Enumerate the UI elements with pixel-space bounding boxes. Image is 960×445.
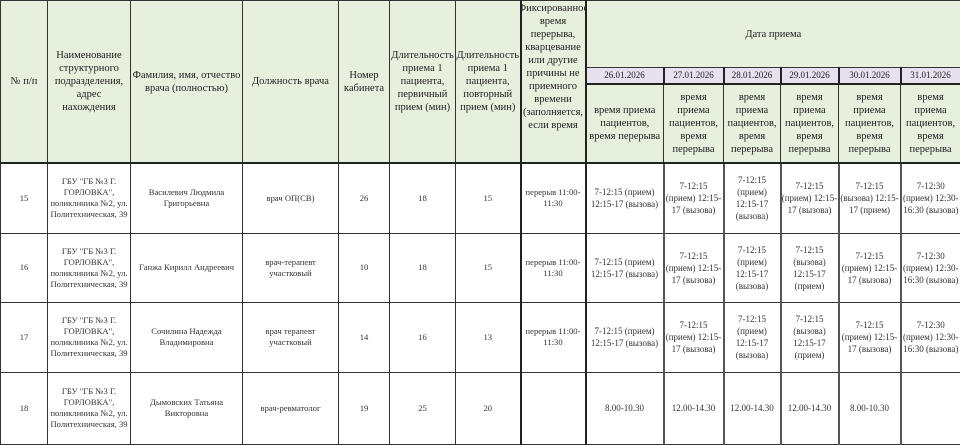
sub-header: время приема пациентов, время перерыва — [839, 84, 901, 163]
department-cell: ГБУ "ГБ №3 Г. ГОРЛОВКА", поликлиника №2,… — [48, 233, 131, 302]
schedule-cell — [901, 372, 960, 444]
doctor-name-cell: Сочилина Надежда Владимировна — [131, 302, 243, 372]
repeat-duration-cell: 15 — [456, 163, 521, 233]
position-cell: врач терапевт участковый — [243, 302, 339, 372]
sub-header: время приема пациентов, время перерыва — [586, 84, 664, 163]
header-duration-primary: Длительность приема 1 пациента, первичны… — [390, 1, 456, 164]
repeat-duration-cell: 20 — [456, 372, 521, 444]
schedule-cell: 7-12:15 (вызова) 12:15-17 (прием) — [781, 233, 839, 302]
primary-duration-cell: 18 — [390, 233, 456, 302]
date-header: 28.01.2026 — [724, 68, 781, 85]
row-num: 15 — [1, 163, 48, 233]
doctor-name-cell: Василевич Людмила Григорьевна — [131, 163, 243, 233]
header-doctor-name: Фамилия, имя, отчество врача (полностью) — [131, 1, 243, 164]
schedule-cell: 7-12:15 (прием) 12:15-17 (вызова) — [664, 163, 724, 233]
primary-duration-cell: 18 — [390, 163, 456, 233]
department-cell: ГБУ "ГБ №3 Г. ГОРЛОВКА", поликлиника №2,… — [48, 163, 131, 233]
schedule-cell: 7-12:30 (прием) 12:30-16:30 (вызова) — [901, 163, 960, 233]
schedule-cell: 7-12:15 (прием) 12:15-17 (вызова) — [586, 163, 664, 233]
schedule-cell: 8.00-10.30 — [586, 372, 664, 444]
primary-duration-cell: 25 — [390, 372, 456, 444]
schedule-cell: 7-12:15 (прием) 12:15-17 (вызова) — [724, 233, 781, 302]
schedule-cell: 12.00-14.30 — [724, 372, 781, 444]
header-num: № п/п — [1, 1, 48, 164]
repeat-duration-cell: 13 — [456, 302, 521, 372]
sub-header: время приема пациентов, время перерыва — [781, 84, 839, 163]
break-cell — [521, 372, 586, 444]
schedule-cell: 8.00-10.30 — [839, 372, 901, 444]
doctor-name-cell: Дымовских Татьяна Викторовна — [131, 372, 243, 444]
schedule-cell: 7-12:15 (прием) 12:15-17 (вызова) — [724, 302, 781, 372]
department-cell: ГБУ "ГБ №3 Г. ГОРЛОВКА", поликлиника №2,… — [48, 372, 131, 444]
sub-header: время приема пациентов, время перерыва — [724, 84, 781, 163]
header-duration-repeat: Длительность приема 1 пациента, повторны… — [456, 1, 521, 164]
schedule-cell: 7-12:30 (прием) 12:30-16:30 (вызова) — [901, 302, 960, 372]
doctor-name-cell: Ганжа Кирилл Андреевич — [131, 233, 243, 302]
break-cell: перерыв 11:00-11:30 — [521, 233, 586, 302]
header-break: Фиксированное время перерыва, кварцевани… — [521, 1, 586, 164]
schedule-cell: 7-12:15 (прием) 12:15-17 (вызова) — [586, 233, 664, 302]
position-cell: врач-терапевт участковый — [243, 233, 339, 302]
schedule-cell: 7-12:15 (прием) 12:15-17 (вызова) — [781, 163, 839, 233]
date-header: 31.01.2026 — [901, 68, 960, 85]
header-cabinet: Номер кабинета — [339, 1, 390, 164]
department-cell: ГБУ "ГБ №3 Г. ГОРЛОВКА", поликлиника №2,… — [48, 302, 131, 372]
primary-duration-cell: 16 — [390, 302, 456, 372]
date-header: 30.01.2026 — [839, 68, 901, 85]
cabinet-cell: 26 — [339, 163, 390, 233]
sub-header: время приема пациентов, время перерыва — [664, 84, 724, 163]
position-cell: врач ОП(СВ) — [243, 163, 339, 233]
schedule-cell: 7-12:15 (вызова) 12:15-17 (прием) — [781, 302, 839, 372]
schedule-cell: 7-12:30 (прием) 12:30-16:30 (вызова) — [901, 233, 960, 302]
break-cell: перерыв 11:00-11:30 — [521, 163, 586, 233]
row-num: 18 — [1, 372, 48, 444]
schedule-cell: 7-12:15 (прием) 12:15-17 (вызова) — [586, 302, 664, 372]
schedule-cell: 7-12:15 (прием) 12:15-17 (вызова) — [664, 302, 724, 372]
position-cell: врач-ревматолог — [243, 372, 339, 444]
schedule-cell: 7-12:15 (прием) 12:15-17 (вызова) — [839, 233, 901, 302]
schedule-cell: 7-12:15 (прием) 12:15-17 (вызова) — [724, 163, 781, 233]
schedule-cell: 7-12:15 (прием) 12:15-17 (вызова) — [664, 233, 724, 302]
date-header: 29.01.2026 — [781, 68, 839, 85]
schedule-cell: 12.00-14.30 — [664, 372, 724, 444]
cabinet-cell: 10 — [339, 233, 390, 302]
cabinet-cell: 14 — [339, 302, 390, 372]
schedule-cell: 7-12:15 (вызова) 12:15-17 (прием) — [839, 163, 901, 233]
table-header: № п/п Наименование структурного подразде… — [1, 1, 960, 164]
schedule-cell: 12.00-14.30 — [781, 372, 839, 444]
header-date-group: Дата приема — [586, 1, 960, 68]
repeat-duration-cell: 15 — [456, 233, 521, 302]
date-header: 27.01.2026 — [664, 68, 724, 85]
header-department: Наименование структурного подразделения,… — [48, 1, 131, 164]
break-cell: перерыв 11:00-11:30 — [521, 302, 586, 372]
row-num: 16 — [1, 233, 48, 302]
header-position: Должность врача — [243, 1, 339, 164]
sub-header: время приема пациентов, время перерыва — [901, 84, 960, 163]
schedule-cell: 7-12:15 (прием) 12:15-17 (вызова) — [839, 302, 901, 372]
date-header: 26.01.2026 — [586, 68, 664, 85]
row-num: 17 — [1, 302, 48, 372]
cabinet-cell: 19 — [339, 372, 390, 444]
